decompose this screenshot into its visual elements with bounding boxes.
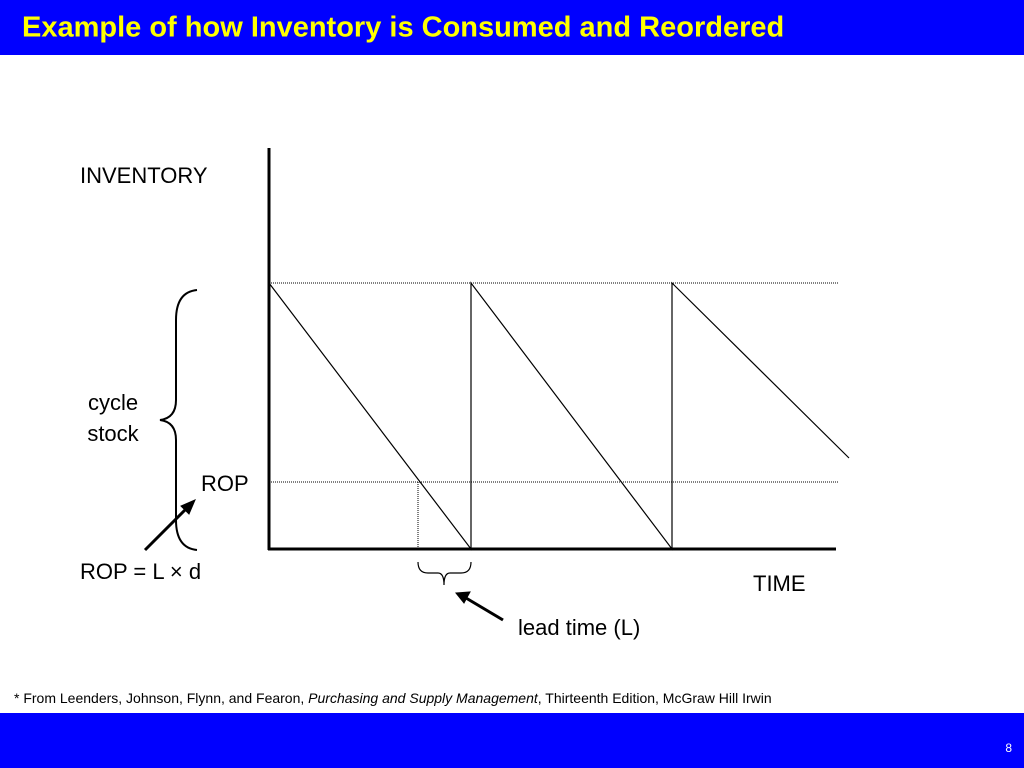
inventory-sawtooth (268, 281, 850, 551)
lead-time-arrow (465, 596, 504, 622)
footnote: * From Leenders, Johnson, Flynn, and Fea… (14, 690, 772, 706)
rop-formula: ROP = L × d (80, 559, 201, 584)
y-axis-label: INVENTORY (80, 163, 208, 188)
diagram (143, 148, 850, 622)
lead-time-brace (417, 561, 472, 586)
x-axis-label: TIME (753, 571, 806, 596)
cycle-stock-brace (159, 289, 198, 551)
rop-label: ROP (201, 471, 249, 496)
lead-time-label: lead time (L) (518, 615, 640, 640)
footnote-text: * From Leenders, Johnson, Flynn, and Fea… (14, 690, 308, 706)
slide-title: Example of how Inventory is Consumed and… (22, 12, 784, 44)
rop-arrow-head (180, 499, 196, 515)
footnote-book-title: Purchasing and Supply Management (308, 690, 539, 706)
cycle-stock-label: cycle (88, 390, 138, 415)
page-number: 8 (1005, 741, 1012, 755)
header-bar (0, 0, 1024, 55)
rop-arrow (143, 506, 189, 552)
footer-bar (0, 713, 1024, 768)
footnote-text: , Thirteenth Edition, McGraw Hill Irwin (538, 690, 772, 706)
lead-time-arrow-head (455, 591, 471, 604)
cycle-stock-label: stock (87, 421, 139, 446)
